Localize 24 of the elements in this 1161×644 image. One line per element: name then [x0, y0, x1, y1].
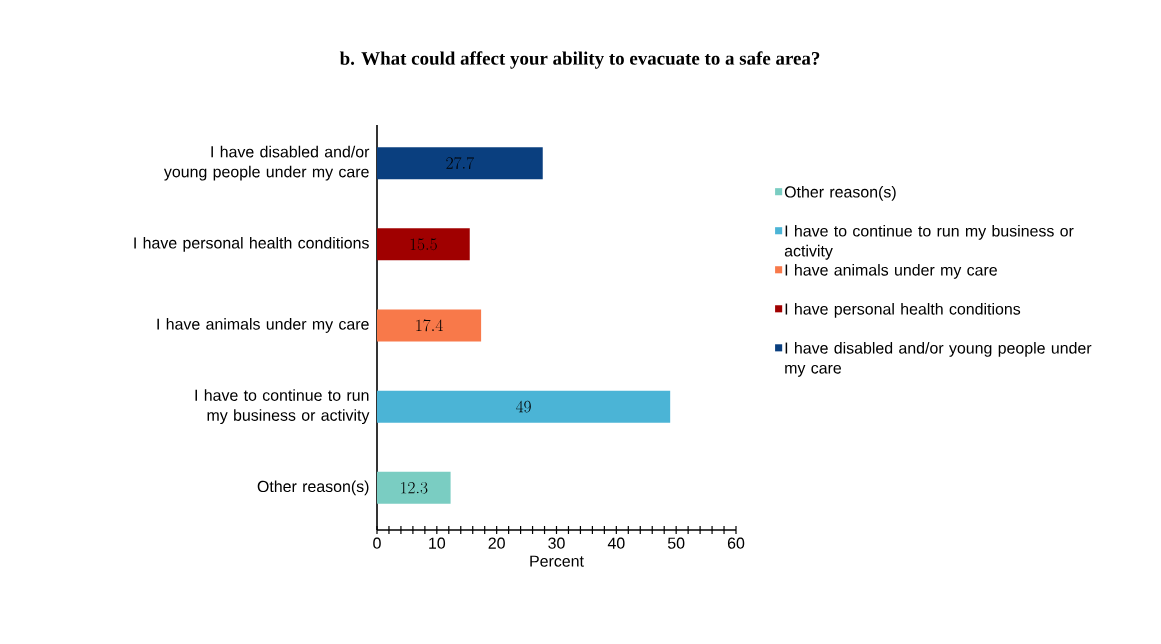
x-tick-label: 10 — [429, 537, 446, 549]
chart-title: b. What could affect your ability to evacuate to a safe area? — [339, 51, 820, 69]
x-tick-label: 0 — [373, 537, 381, 549]
data-label: 15.5 — [410, 238, 437, 251]
y-tick-label: I have to continue to run my business or activity — [195, 389, 370, 425]
legend-label: I have disabled and/or young people under my care — [785, 342, 1092, 377]
x-tick-label: 20 — [488, 537, 505, 549]
x-axis-title: Percent — [530, 555, 584, 567]
x-tick-label: 30 — [548, 537, 565, 549]
x-tick-label: 40 — [607, 537, 625, 549]
x-tick-label: 60 — [727, 537, 745, 549]
y-tick-label: Other reason(s) — [257, 480, 369, 496]
y-tick-label: I have disabled and/or young people under my care — [163, 145, 370, 181]
x-tick-label: 50 — [667, 537, 685, 549]
data-label: 12.3 — [401, 481, 428, 494]
y-tick-label: I have animals under my care — [157, 318, 369, 333]
data-label: 27.7 — [446, 157, 474, 169]
legend-label: I have personal health conditions — [785, 302, 1021, 318]
data-label: 17.4 — [416, 319, 443, 332]
y-tick-label: I have personal health conditions — [134, 236, 369, 252]
data-label: 49 — [516, 400, 531, 413]
legend-label: I have to continue to run my business or activity — [784, 224, 1074, 260]
legend-label: I have animals under my care — [785, 263, 997, 279]
legend-label: Other reason(s) — [784, 185, 896, 201]
